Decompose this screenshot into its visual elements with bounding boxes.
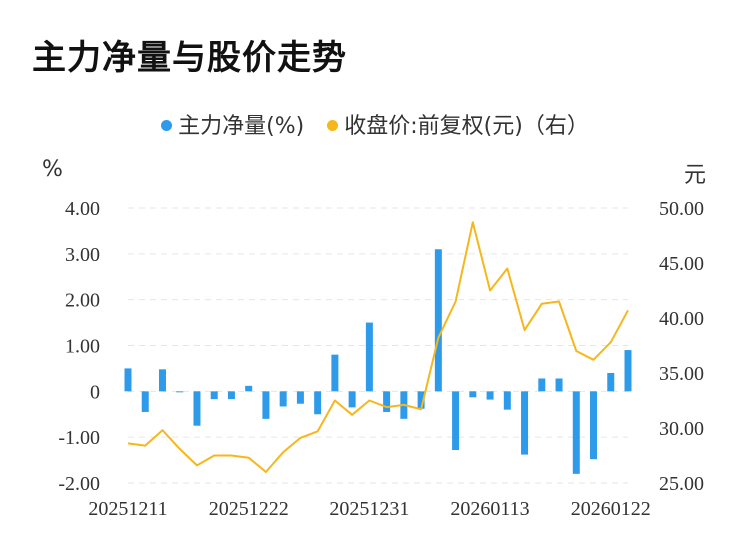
bar	[452, 391, 460, 450]
bar	[158, 369, 166, 392]
legend-label: 主力净量(%)	[178, 114, 305, 139]
x-tick-label: 20260122	[571, 498, 651, 520]
right-axis-unit: 元	[684, 163, 707, 188]
bar	[434, 249, 442, 392]
bar	[521, 391, 529, 455]
bar	[227, 391, 235, 400]
chart-title: 主力净量与股价走势	[32, 38, 347, 78]
legend-item-net-flow[interactable]: 主力净量(%)	[161, 108, 304, 140]
right-tick-label: 40.00	[659, 308, 704, 330]
bar	[538, 378, 546, 392]
legend-label: 收盘价:前复权(元)（右）	[344, 114, 589, 139]
bar	[503, 391, 511, 410]
left-tick-label: -2.00	[58, 473, 100, 495]
left-tick-label: 1.00	[65, 336, 100, 358]
x-tick-label: 20251231	[329, 498, 409, 520]
bar	[193, 391, 201, 426]
left-tick-label: 2.00	[65, 290, 100, 312]
right-tick-label: 25.00	[659, 473, 704, 495]
bar	[245, 385, 253, 392]
bar	[262, 391, 270, 419]
left-axis-unit: %	[42, 157, 63, 182]
left-tick-label: 4.00	[65, 198, 100, 220]
bar	[314, 391, 322, 415]
left-tick-label: 3.00	[65, 244, 100, 266]
bar	[279, 391, 287, 407]
bar	[348, 391, 356, 408]
legend: 主力净量(%) 收盘价:前复权(元)（右）	[0, 108, 750, 140]
bar	[590, 391, 598, 460]
bar	[210, 391, 218, 400]
bar	[141, 391, 149, 412]
legend-dot-icon	[161, 119, 173, 131]
bar	[469, 391, 477, 398]
right-tick-label: 45.00	[659, 253, 704, 275]
bar	[624, 350, 632, 392]
bar	[607, 373, 615, 392]
bar	[176, 391, 184, 393]
bar	[417, 391, 425, 409]
right-tick-label: 50.00	[659, 198, 704, 220]
right-tick-label: 35.00	[659, 363, 704, 385]
bar	[383, 391, 391, 412]
x-tick-label: 20251211	[88, 498, 167, 520]
bar	[572, 391, 580, 474]
bar	[296, 391, 304, 404]
left-tick-label: 0	[90, 381, 100, 403]
legend-item-close-price[interactable]: 收盘价:前复权(元)（右）	[327, 108, 589, 140]
bar	[124, 368, 132, 392]
x-tick-label: 20260113	[450, 498, 529, 520]
x-tick-label: 20251222	[209, 498, 289, 520]
bar	[331, 354, 339, 392]
right-tick-label: 30.00	[659, 418, 704, 440]
left-tick-label: -1.00	[58, 427, 100, 449]
legend-dot-icon	[327, 119, 339, 131]
bar	[555, 378, 563, 392]
bar	[365, 322, 373, 392]
price-line	[127, 221, 629, 473]
bar	[486, 391, 494, 400]
